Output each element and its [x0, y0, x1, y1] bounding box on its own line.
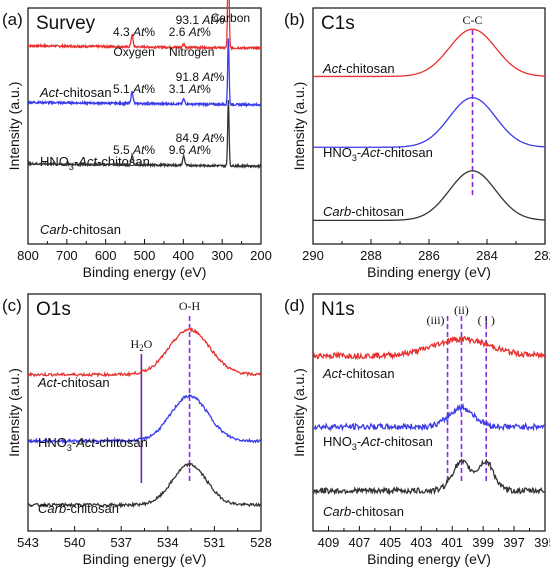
atomic-percent-label: 5.5 At% [113, 143, 155, 157]
panel-letter: (b) [284, 10, 305, 29]
plot-frame [27, 293, 262, 532]
panel-d: 409 407 405 403 401 399 397 395 Binding energy (… [284, 293, 550, 567]
x-tick-label: 543 [17, 535, 39, 550]
series-label: Act-chitosan [37, 375, 110, 390]
x-tick-label: 405 [379, 535, 401, 550]
series-line [27, 393, 262, 445]
x-tick-label: 395 [534, 535, 550, 550]
panel-c: 543 540 537 534 531 528 Binding energy (eV) Int… [2, 293, 272, 567]
series-line [313, 170, 546, 222]
element-label: Nitrogen [169, 45, 214, 59]
series-label: Carb-chitosan [38, 501, 119, 516]
x-tick-label: 288 [360, 248, 382, 263]
panel-title: N1s [321, 299, 355, 320]
atomic-percent-label: 84.9 At% [176, 131, 225, 145]
x-tick-label: 534 [157, 535, 179, 550]
atomic-percent-label: 91.8 At% [176, 70, 225, 84]
x-tick-label: 409 [318, 535, 340, 550]
series-line [27, 462, 262, 509]
x-axis-label: Binding energy (eV) [367, 551, 491, 567]
series-line [312, 335, 546, 361]
y-axis-label: Intensity (a.u.) [291, 82, 307, 171]
atomic-percent-label: 4.3 At% [113, 25, 155, 39]
series-line [27, 100, 262, 170]
panel-title: C1s [321, 13, 355, 34]
series-label: Carb-chitosan [40, 222, 121, 237]
atomic-percent-label: 2.6 At% [169, 25, 211, 39]
panel-title: O1s [36, 299, 71, 320]
plot-frame [312, 293, 546, 532]
atomic-percent-label: 3.1 At% [169, 82, 211, 96]
reference-line-label: H2O [130, 337, 152, 353]
panel-letter: (d) [284, 296, 305, 315]
x-tick-label: 531 [204, 535, 226, 550]
x-tick-label: 200 [250, 248, 272, 263]
atomic-percent-label: 5.1 At% [113, 82, 155, 96]
reference-line-label: O-H [179, 299, 201, 313]
x-tick-label: 282 [534, 248, 550, 263]
reference-line-label: (iii) [427, 313, 445, 327]
series-label: HNO3-Act-chitosan [38, 435, 148, 453]
series-label: Carb-chitosan [323, 204, 404, 219]
x-tick-label: 540 [64, 535, 86, 550]
reference-line-label: C-C [462, 13, 482, 27]
series-line [27, 326, 262, 378]
panel-a: 800 700 600 500 400 300 200 Binding energy (eV)… [2, 0, 272, 280]
x-tick-label: 286 [418, 248, 440, 263]
y-axis-label: Intensity (a.u.) [6, 82, 22, 171]
x-axis-label: Binding energy (eV) [83, 264, 207, 280]
series-label: HNO3-Act-chitosan [323, 145, 433, 163]
x-tick-label: 403 [410, 535, 432, 550]
x-tick-label: 290 [302, 248, 324, 263]
y-axis-label: Intensity (a.u.) [6, 368, 22, 457]
x-tick-label: 284 [476, 248, 498, 263]
series-label: Act-chitosan [322, 61, 395, 76]
x-tick-label: 528 [250, 535, 272, 550]
x-tick-label: 700 [56, 248, 78, 263]
panel-b: 290 288 286 284 282 Binding energy (eV) Intens… [284, 7, 550, 280]
x-tick-label: 600 [95, 248, 117, 263]
series-label: Act-chitosan [39, 85, 112, 100]
atomic-percent-label: 93.1 At% [176, 13, 225, 27]
series-label: Carb-chitosan [323, 504, 404, 519]
x-tick-label: 400 [172, 248, 194, 263]
reference-line-label: (ii) [454, 303, 469, 317]
element-label: Carbon [211, 11, 250, 25]
series-label: Act-chitosan [322, 366, 395, 381]
atomic-percent-label: 9.6 At% [169, 143, 211, 157]
element-label: Oxygen [113, 45, 154, 59]
series-label: HNO3-Act-chitosan [323, 434, 433, 452]
x-tick-label: 800 [17, 248, 39, 263]
panel-letter: (a) [2, 10, 23, 29]
x-tick-label: 500 [134, 248, 156, 263]
x-tick-label: 300 [211, 248, 233, 263]
series-line [27, 0, 262, 51]
panel-title: Survey [36, 13, 96, 34]
series-line [312, 402, 546, 432]
series-line [313, 28, 546, 78]
x-tick-label: 397 [503, 535, 525, 550]
y-axis-label: Intensity (a.u.) [291, 368, 307, 457]
series-line [312, 458, 546, 496]
x-axis-label: Binding energy (eV) [367, 264, 491, 280]
series-line [313, 97, 546, 148]
x-tick-label: 401 [441, 535, 463, 550]
x-axis-label: Binding energy (eV) [83, 551, 207, 567]
x-tick-label: 407 [349, 535, 371, 550]
reference-line-label: ( i ) [478, 313, 495, 327]
series-line [27, 38, 262, 108]
panel-letter: (c) [2, 296, 22, 315]
x-tick-label: 399 [472, 535, 494, 550]
x-tick-label: 537 [110, 535, 132, 550]
